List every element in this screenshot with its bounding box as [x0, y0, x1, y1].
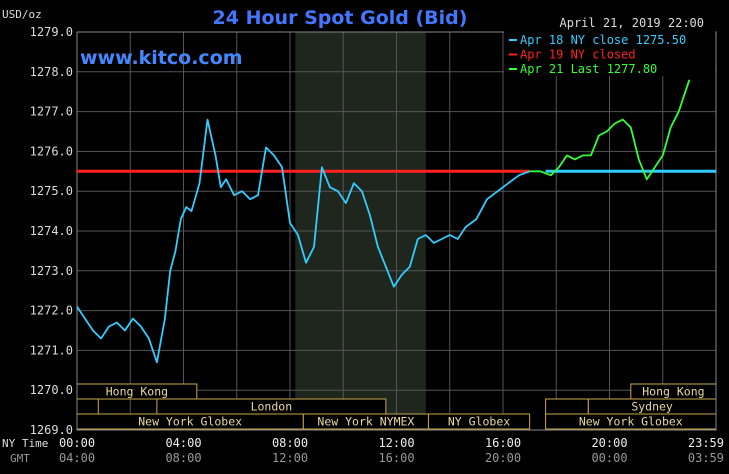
- y-tick-label: 1274.0: [30, 224, 73, 238]
- x-tick-label-ny: 12:00: [378, 436, 414, 450]
- series-line-0: [76, 118, 530, 364]
- x-tick-label-gmt: 03:59: [688, 451, 724, 465]
- x-tick-label-ny: 20:00: [591, 436, 627, 450]
- legend-label: Apr 21 Last 1277.80: [520, 62, 657, 76]
- x-tick-label-gmt: 08:00: [165, 451, 201, 465]
- legend-label: Apr 19 NY closed: [520, 48, 636, 62]
- x-tick-label-gmt: 04:00: [59, 451, 95, 465]
- session-label: Hong Kong: [106, 385, 168, 399]
- session-bar: [76, 398, 99, 415]
- series-line-1: [529, 79, 691, 181]
- session-label: New York Globex: [579, 415, 683, 429]
- y-tick-label: 1277.0: [30, 105, 73, 119]
- legend-label: Apr 18 NY close 1275.50: [520, 33, 686, 47]
- session-label: London: [251, 400, 293, 414]
- y-tick-label: 1276.0: [30, 144, 73, 158]
- y-tick-label: 1269.0: [30, 423, 73, 437]
- x-tick-label-ny: 23:59: [688, 436, 724, 450]
- session-label: New York NYMEX: [317, 415, 414, 429]
- x-tick-label-ny: 04:00: [165, 436, 201, 450]
- session-label: Sydney: [631, 400, 673, 414]
- y-tick-label: 1278.0: [30, 65, 73, 79]
- y-axis-unit-label: USD/oz: [2, 8, 42, 21]
- x-tick-label-gmt: 00:00: [591, 451, 627, 465]
- session-label: New York Globex: [138, 415, 242, 429]
- legend-box: [504, 31, 715, 76]
- chart-timestamp: April 21, 2019 22:00: [560, 16, 705, 30]
- y-tick-label: 1272.0: [30, 304, 73, 318]
- y-tick-label: 1270.0: [30, 383, 73, 397]
- y-tick-label: 1275.0: [30, 184, 73, 198]
- gmt-axis-label: GMT: [10, 452, 30, 465]
- x-tick-label-gmt: 16:00: [378, 451, 414, 465]
- ny-time-axis-label: NY Time: [2, 437, 48, 450]
- chart-title: 24 Hour Spot Gold (Bid): [213, 7, 468, 29]
- y-tick-label: 1279.0: [30, 25, 73, 39]
- session-label: NY Globex: [448, 415, 510, 429]
- x-tick-label-ny: 08:00: [272, 436, 308, 450]
- plot-frame: [76, 31, 717, 431]
- x-tick-label-ny: 16:00: [485, 436, 521, 450]
- x-tick-label-gmt: 20:00: [485, 451, 521, 465]
- session-bar: [427, 413, 531, 430]
- kitco-watermark: www.kitco.com: [80, 47, 243, 69]
- x-tick-label-ny: 00:00: [59, 436, 95, 450]
- x-tick-label-gmt: 12:00: [272, 451, 308, 465]
- y-tick-label: 1271.0: [30, 343, 73, 357]
- y-tick-label: 1273.0: [30, 264, 73, 278]
- session-bar: [545, 398, 589, 415]
- session-label: Hong Kong: [642, 385, 704, 399]
